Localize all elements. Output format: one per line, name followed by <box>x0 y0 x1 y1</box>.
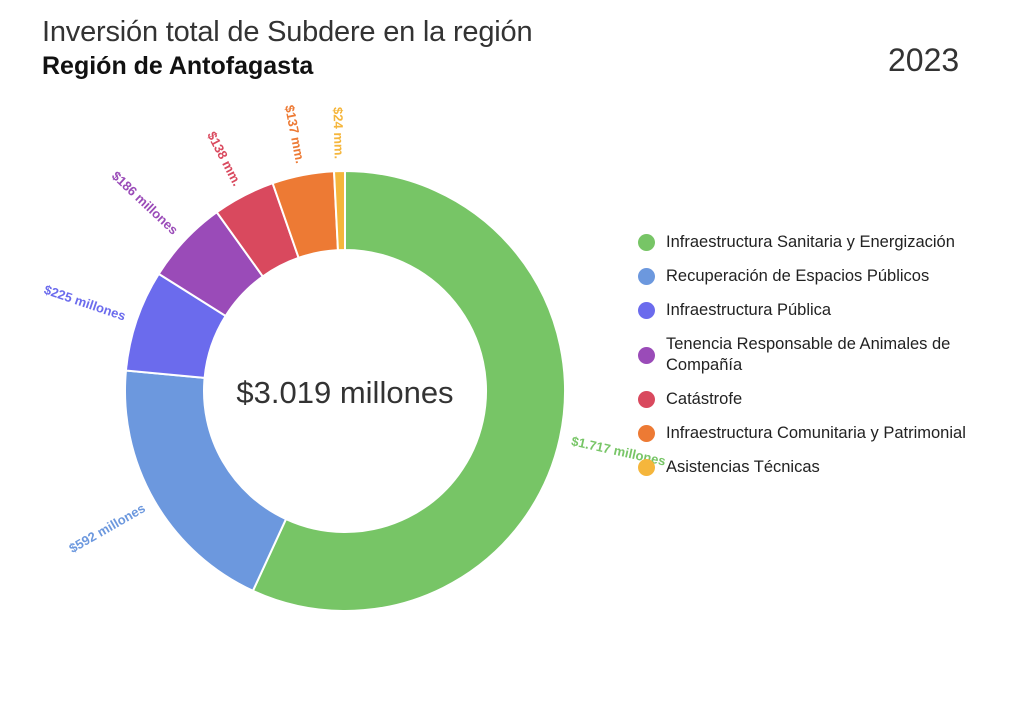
chart-subtitle: Región de Antofagasta <box>42 52 314 80</box>
donut-slices <box>124 169 566 612</box>
legend-item-infraestructura-comunitaria-y-patrimonial: Infraestructura Comunitaria y Patrimonia… <box>636 423 1006 444</box>
legend-swatch <box>638 391 655 408</box>
legend-label: Catástrofe <box>666 390 743 408</box>
legend-item-asistencias-tecnicas: Asistencias Técnicas <box>636 457 1006 478</box>
legend-item-tenencia-responsable-de-animales-de-compania: Tenencia Responsable de Animales de Comp… <box>636 334 1006 376</box>
data-label-recuperacion-de-espacios-publicos: $592 millones <box>66 500 147 556</box>
legend-label: Asistencias Técnicas <box>666 458 820 476</box>
year-label: 2023 <box>888 42 960 78</box>
legend-swatch <box>638 268 655 285</box>
data-label-asistencias-tecnicas: $24 mm. <box>330 107 346 159</box>
chart-title: Inversión total de Subdere en la región <box>42 16 533 48</box>
legend-item-infraestructura-sanitaria-y-energizacion: Infraestructura Sanitaria y Energización <box>636 232 1006 253</box>
data-label-tenencia-responsable-de-animales-de-compania: $186 millones <box>109 168 181 237</box>
chart-legend: Infraestructura Sanitaria y Energización… <box>636 232 1006 491</box>
legend-swatch <box>638 302 655 319</box>
legend-item-catastrofe: Catástrofe <box>636 389 1006 410</box>
data-label-catastrofe: $138 mm. <box>204 129 245 189</box>
legend-label: Tenencia Responsable de Animales de Comp… <box>666 335 951 374</box>
legend-label: Infraestructura Sanitaria y Energización <box>666 233 955 251</box>
legend-label: Recuperación de Espacios Públicos <box>666 267 930 285</box>
donut-slice-infraestructura-sanitaria-y-energizacion <box>251 169 566 612</box>
donut-slice-asistencias-tecnicas <box>332 169 346 252</box>
legend-label: Infraestructura Comunitaria y Patrimonia… <box>666 424 966 442</box>
data-label-infraestructura-publica: $225 millones <box>42 282 128 324</box>
legend-item-recuperacion-de-espacios-publicos: Recuperación de Espacios Públicos <box>636 266 1006 287</box>
data-label-infraestructura-comunitaria-y-patrimonial: $137 mm. <box>282 104 308 165</box>
legend-swatch <box>638 347 655 364</box>
legend-label: Infraestructura Pública <box>666 301 832 319</box>
legend-swatch <box>638 425 655 442</box>
legend-swatch <box>638 459 655 476</box>
donut-total-label: $3.019 millones <box>236 375 453 410</box>
legend-item-infraestructura-publica: Infraestructura Pública <box>636 300 1006 321</box>
legend-swatch <box>638 234 655 251</box>
